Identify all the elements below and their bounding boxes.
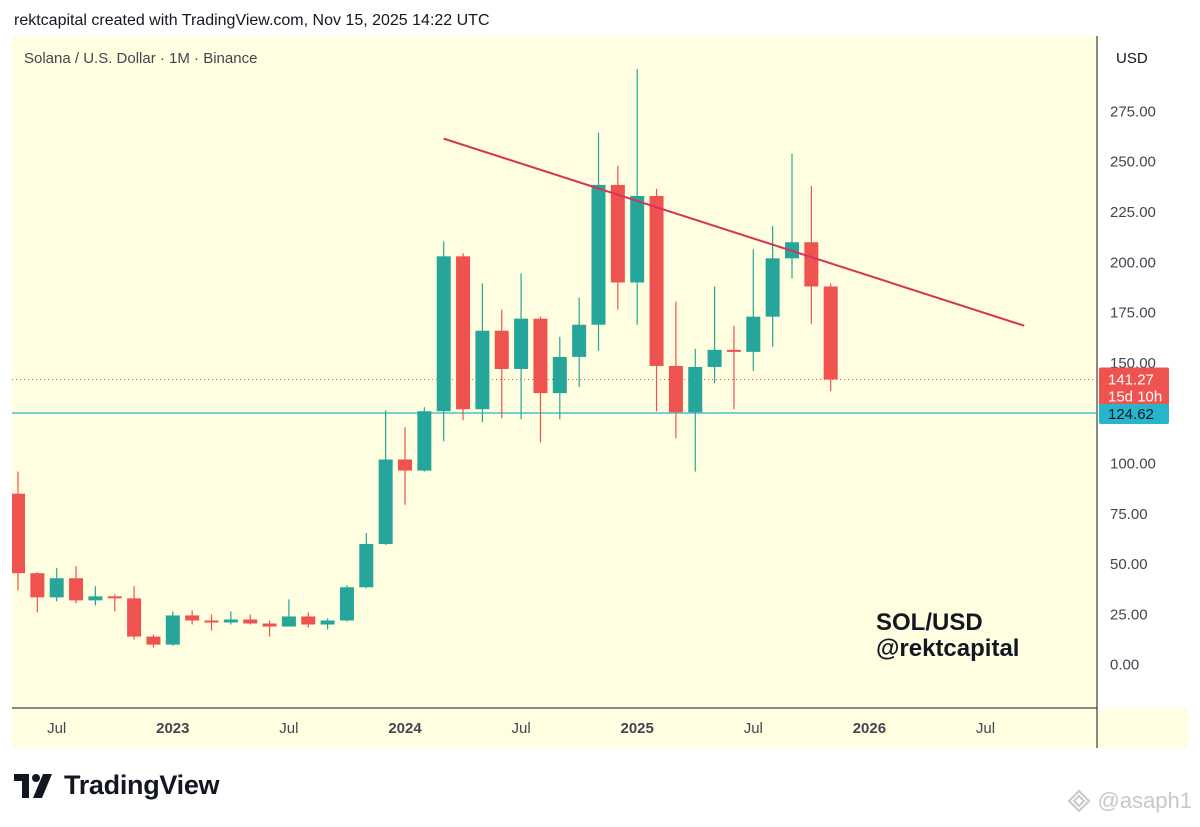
candle-body	[514, 318, 529, 369]
chart-attribution: rektcapital created with TradingView.com…	[14, 12, 490, 29]
x-tick-label: Jul	[47, 720, 66, 737]
candle-body	[591, 184, 606, 325]
currency-button[interactable]: USD	[1103, 44, 1173, 74]
y-tick-label: 0.00	[1110, 657, 1139, 674]
candle-body	[243, 619, 258, 624]
last-price-label: 141.27	[1108, 372, 1154, 389]
candle-body	[533, 318, 548, 394]
candle-body	[165, 615, 180, 645]
candle-body	[398, 459, 412, 471]
candle-body	[610, 184, 625, 283]
x-tick-label: 2024	[388, 720, 422, 737]
y-tick-label: 25.00	[1110, 606, 1148, 623]
x-tick-label: 2025	[621, 720, 654, 737]
image-credit: @asaph1	[1067, 788, 1192, 814]
x-tick-label: 2026	[853, 720, 886, 737]
x-tick-label: Jul	[976, 720, 995, 737]
candle-body	[339, 587, 354, 621]
candle-body	[378, 459, 393, 545]
candle-body	[456, 256, 471, 410]
x-tick-label: Jul	[279, 720, 298, 737]
symbol-title[interactable]: Solana / U.S. Dollar · 1M · Binance	[24, 50, 258, 67]
x-tick-label: Jul	[744, 720, 763, 737]
candle-body	[688, 366, 703, 413]
price-chart[interactable]: 0.0025.0050.0075.00100.00125.00150.00175…	[12, 36, 1188, 748]
candle-body	[707, 349, 722, 367]
support-price-tag	[1099, 404, 1169, 425]
candle-body	[127, 598, 142, 637]
x-tick-label: Jul	[512, 720, 531, 737]
chart-frame: 0.0025.0050.0075.00100.00125.00150.00175…	[12, 36, 1188, 748]
candle-body	[475, 330, 490, 410]
y-tick-label: 50.00	[1110, 556, 1148, 573]
candle-body	[823, 286, 838, 380]
candle-body	[185, 615, 200, 621]
tradingview-wordmark: TradingView	[64, 770, 220, 800]
candle-body	[668, 365, 683, 413]
candle-body	[262, 623, 277, 627]
time-axis-area	[12, 708, 1188, 748]
candle-body	[804, 242, 819, 287]
candle-body	[649, 195, 664, 366]
candle-body	[765, 258, 780, 317]
x-tick-label: 2023	[156, 720, 189, 737]
chart-watermark: SOL/USD @rektcapital	[876, 610, 1019, 662]
candle-body	[49, 578, 64, 598]
candle-body	[746, 316, 761, 352]
tradingview-logo-icon	[14, 773, 52, 798]
candle-body	[436, 256, 451, 412]
y-tick-label: 75.00	[1110, 506, 1148, 523]
y-tick-label: 250.00	[1110, 154, 1156, 171]
tradingview-brand[interactable]: TradingView	[14, 770, 220, 801]
candle-body	[88, 596, 103, 601]
candle-body	[30, 573, 45, 598]
watermark-author: @rektcapital	[876, 635, 1020, 662]
candle-countdown-label: 15d 10h	[1108, 389, 1162, 406]
candle-body	[726, 349, 741, 352]
candle-body	[146, 636, 161, 645]
candle-body	[107, 596, 122, 599]
y-tick-label: 200.00	[1110, 254, 1156, 271]
y-tick-label: 225.00	[1110, 204, 1156, 221]
y-tick-label: 175.00	[1110, 305, 1156, 322]
candle-body	[281, 616, 296, 627]
candle-body	[572, 324, 587, 357]
last-price-tag	[1099, 367, 1169, 406]
candle-body	[417, 411, 432, 471]
y-tick-label: 100.00	[1110, 456, 1156, 473]
candle-body	[69, 578, 84, 601]
candle-body	[204, 620, 219, 623]
candle-body	[630, 195, 645, 283]
candle-body	[494, 330, 509, 369]
diamond-logo-icon	[1068, 789, 1091, 813]
y-tick-label: 275.00	[1110, 103, 1156, 120]
candle-body	[552, 356, 567, 394]
candle-body	[320, 620, 335, 625]
candle-body	[301, 616, 316, 625]
candle-body	[359, 544, 374, 588]
watermark-symbol: SOL/USD	[876, 609, 983, 636]
credit-handle: @asaph1	[1097, 788, 1192, 813]
resistance-trendline	[443, 137, 1025, 327]
candle-body	[223, 619, 238, 623]
candle-body	[12, 493, 25, 574]
support-price-label: 124.62	[1108, 406, 1154, 423]
